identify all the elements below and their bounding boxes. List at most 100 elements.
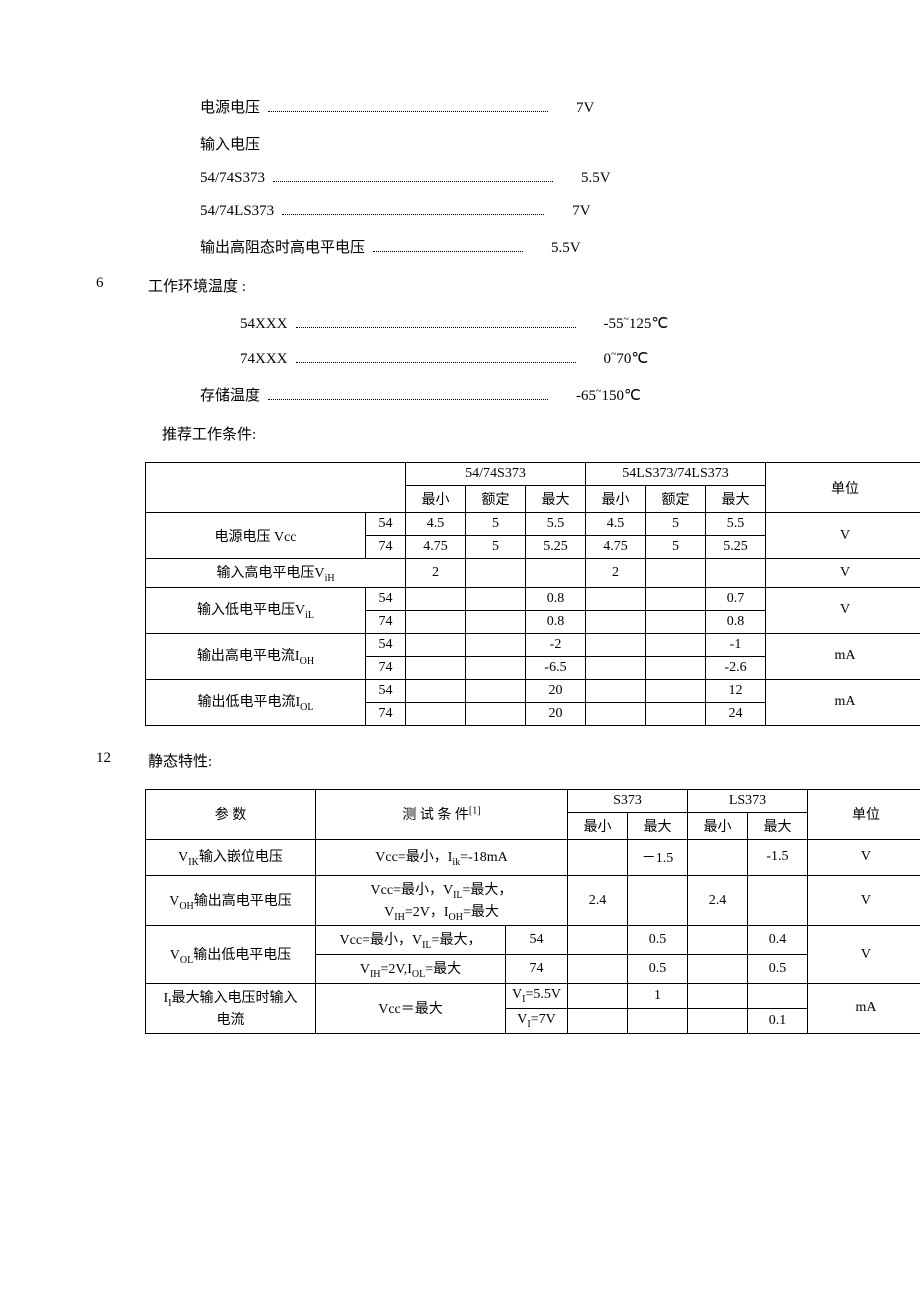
table2-unit: V	[807, 875, 920, 926]
table1-value: 5.5	[706, 513, 766, 536]
table2-variant: 74	[506, 955, 568, 984]
table2-value: 0.1	[747, 1008, 807, 1033]
table2-variant: VI=5.5V	[506, 983, 568, 1008]
table1-value: 2	[586, 559, 646, 588]
table2-value	[567, 839, 627, 875]
table1-max: 最大	[526, 486, 586, 513]
table1-unit: mA	[766, 679, 920, 725]
table2-cond: Vcc＝最大	[316, 983, 506, 1033]
spec-value: -65~150℃	[556, 386, 701, 405]
table1-value	[406, 610, 466, 633]
table1-value: -2	[526, 633, 586, 656]
table2-group1: S373	[567, 789, 687, 812]
table1-value: -2.6	[706, 656, 766, 679]
table1-value	[406, 587, 466, 610]
table1-value: 20	[526, 702, 586, 725]
table1-value: 12	[706, 679, 766, 702]
table1-value	[466, 656, 526, 679]
table2-unit-header: 单位	[807, 789, 920, 839]
spec-label: 输出高阻态时高电平电压	[200, 236, 365, 257]
table1-unit: mA	[766, 633, 920, 679]
spec-label: 74XXX	[240, 351, 288, 368]
table2-min: 最小	[567, 812, 627, 839]
table1-value	[646, 656, 706, 679]
table1-value	[406, 633, 466, 656]
table1-value: 4.5	[406, 513, 466, 536]
table2-value	[687, 983, 747, 1008]
table1-value	[586, 679, 646, 702]
table2-variant: 54	[506, 926, 568, 955]
table2-value: 2.4	[687, 875, 747, 926]
table2-max: 最大	[627, 812, 687, 839]
table2-variant: VI=7V	[506, 1008, 568, 1033]
table1-value	[586, 633, 646, 656]
table2-value	[567, 926, 627, 955]
table1-value	[586, 587, 646, 610]
table1-value: 2	[406, 559, 466, 588]
table1-unit-header: 单位	[766, 463, 920, 513]
table1-nom: 额定	[646, 486, 706, 513]
table1-variant: 74	[366, 656, 406, 679]
table1-value: 0.7	[706, 587, 766, 610]
spec-dots	[268, 111, 548, 112]
table2-value	[627, 875, 687, 926]
table1-value	[706, 559, 766, 588]
table1-value: 5	[466, 536, 526, 559]
table1-value	[466, 610, 526, 633]
spec-label: 54/74S373	[200, 170, 265, 187]
table1-value: -6.5	[526, 656, 586, 679]
table2-unit: mA	[807, 983, 920, 1033]
table1-value: 5	[646, 513, 706, 536]
table1-value	[406, 656, 466, 679]
table2-cond: VIH=2V,IOL=最大	[316, 955, 506, 984]
table1-variant: 74	[366, 610, 406, 633]
table1-variant: 54	[366, 633, 406, 656]
table2-value: 0.4	[747, 926, 807, 955]
table2-value: 0.5	[747, 955, 807, 984]
table1-value: 5	[466, 513, 526, 536]
table1-value	[466, 559, 526, 588]
table2-value	[687, 1008, 747, 1033]
section-6-text: 工作环境温度 :	[148, 275, 830, 296]
spec-label: 54/74LS373	[200, 203, 274, 220]
table1-unit: V	[766, 513, 920, 559]
spec-dots	[296, 362, 576, 363]
table2-param: VIK输入嵌位电压	[146, 839, 316, 875]
table2-value: 1	[627, 983, 687, 1008]
table2-unit: V	[807, 926, 920, 984]
table2-value	[747, 875, 807, 926]
table1-value	[586, 702, 646, 725]
table2-value	[627, 1008, 687, 1033]
table1-variant: 74	[366, 702, 406, 725]
spec-value: 0~70℃	[584, 349, 709, 368]
spec-dots	[273, 181, 553, 182]
table1-min: 最小	[406, 486, 466, 513]
table1-value: 5	[646, 536, 706, 559]
spec-value: 5.5V	[531, 240, 641, 257]
table1-value: 0.8	[706, 610, 766, 633]
table1-value: 5.25	[706, 536, 766, 559]
spec-dots	[282, 214, 544, 215]
table2-value	[687, 955, 747, 984]
section-6-num: 6	[90, 275, 148, 296]
table1-value: 24	[706, 702, 766, 725]
spec-value: 7V	[556, 100, 654, 117]
spec-label: 54XXX	[240, 316, 288, 333]
table2-value	[567, 983, 627, 1008]
table2-cond: Vcc=最小，Iik=-18mA	[316, 839, 568, 875]
table1-value: 4.5	[586, 513, 646, 536]
table1-value: 0.8	[526, 610, 586, 633]
table1-unit: V	[766, 559, 920, 588]
table1-value: 5.5	[526, 513, 586, 536]
table1-param: 输出高电平电流IOH	[146, 633, 366, 679]
table2-max: 最大	[747, 812, 807, 839]
table1-value	[586, 656, 646, 679]
spec-dots	[268, 399, 548, 400]
table2-unit: V	[807, 839, 920, 875]
table1-value	[406, 702, 466, 725]
table1-min: 最小	[586, 486, 646, 513]
static-characteristics-table: 参 数测 试 条 件[1]S373LS373单位最小最大最小最大VIK输入嵌位电…	[145, 789, 920, 1034]
table1-value	[646, 559, 706, 588]
table1-value	[646, 610, 706, 633]
table2-group2: LS373	[687, 789, 807, 812]
